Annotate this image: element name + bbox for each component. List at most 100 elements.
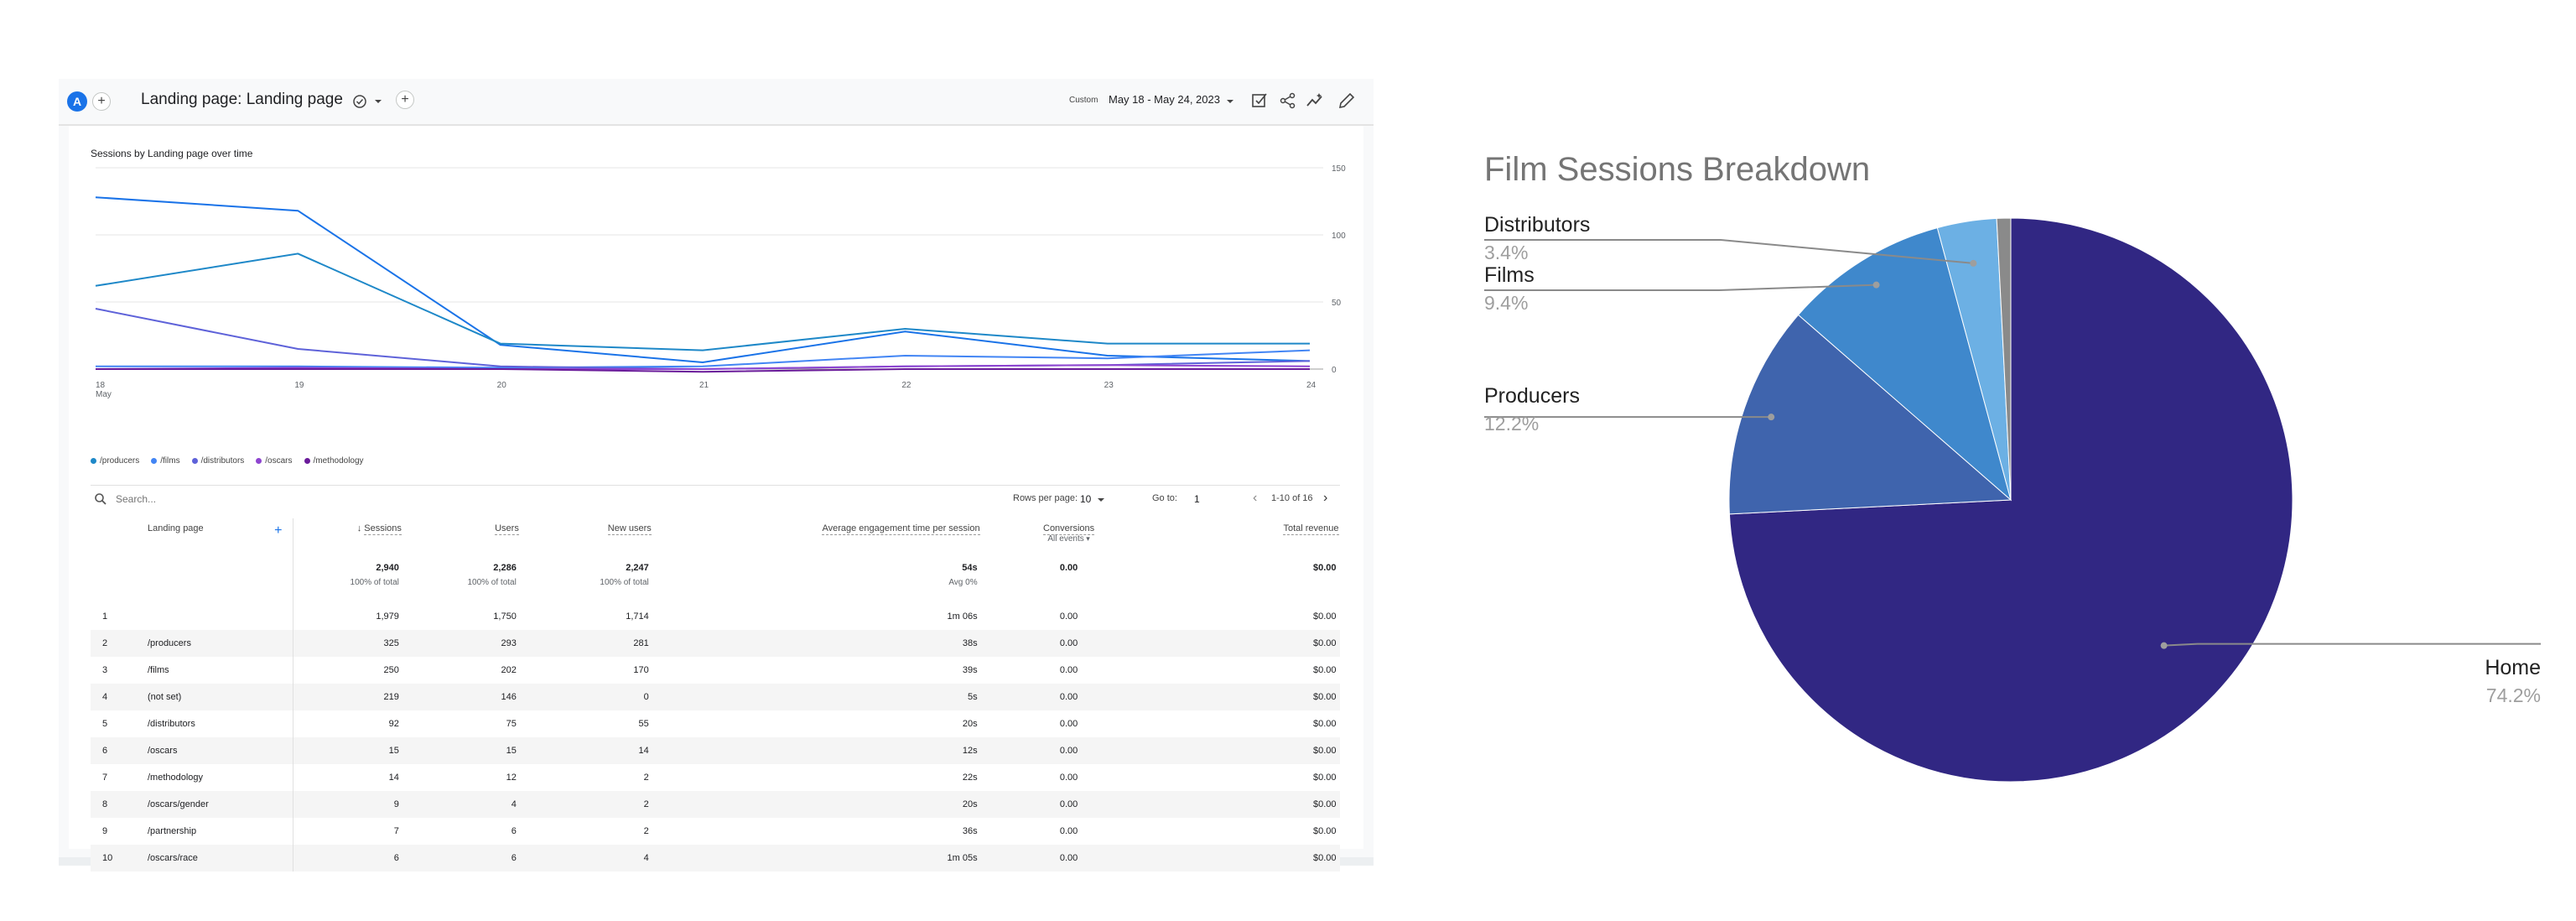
users-cell: 146: [402, 684, 520, 710]
landing-page-cell[interactable]: /producers: [137, 630, 294, 657]
legend-item[interactable]: /producers: [91, 456, 139, 466]
conversions-cell: 0.00: [1059, 665, 1078, 675]
row-number: 5: [102, 719, 108, 729]
landing-page-cell[interactable]: [137, 603, 294, 630]
table-row[interactable]: 10/oscars/race 6 6 4 1m 05s 0.00 $0.00: [91, 845, 1340, 872]
sessions-cell: 219: [293, 684, 402, 710]
pie-slice[interactable]: [1728, 314, 2012, 515]
sessions-cell: 6: [293, 845, 402, 872]
avg-engagement-header[interactable]: Average engagement time per session: [652, 518, 981, 556]
prev-page-icon[interactable]: ‹: [1253, 491, 1258, 505]
landing-page-cell[interactable]: /distributors: [137, 710, 294, 737]
table-row[interactable]: 7/methodology 14 12 2 22s 0.00 $0.00: [91, 764, 1340, 791]
table-row[interactable]: 4 (not set) 219 146 0 5s 0.00 $0.00: [91, 684, 1340, 710]
revenue-header[interactable]: Total revenue: [1157, 518, 1340, 556]
legend-item[interactable]: /oscars: [256, 456, 293, 466]
avatar[interactable]: A: [67, 91, 87, 112]
date-range-selector[interactable]: May 18 - May 24, 2023: [1109, 93, 1220, 106]
revenue-cell: $0.00: [1312, 665, 1337, 675]
x-tick-label: 18: [96, 381, 106, 390]
conversions-cell: 0.00: [980, 845, 1157, 872]
landing-page-header[interactable]: Landing page +: [137, 518, 294, 556]
series-line[interactable]: [95, 196, 1311, 364]
conversions-cell: 0.00: [980, 737, 1157, 764]
table-row[interactable]: 3/films 250 202 170 39s 0.00 $0.00: [91, 657, 1340, 684]
new-users-cell: 4: [519, 845, 652, 872]
series-line[interactable]: [95, 364, 1311, 370]
rows-per-page-select[interactable]: 10: [1080, 493, 1092, 505]
table-row[interactable]: 6/oscars 15 15 14 12s 0.00 $0.00: [91, 737, 1340, 764]
add-button[interactable]: +: [396, 91, 414, 109]
row-number: 6: [91, 737, 138, 764]
pie-label-home: Home: [2485, 656, 2541, 679]
totals-row: 2,940 100% of total 2,286 100% of total 2,…: [91, 556, 1340, 603]
pie-leader-line: [1484, 239, 1974, 264]
y-tick-label: 0: [1332, 366, 1337, 375]
chevron-down-icon[interactable]: [374, 97, 382, 106]
avg-engagement-cell: 1m 06s: [947, 611, 978, 622]
table-row[interactable]: 2/producers 325 293 281 38s 0.00 $0.00: [91, 630, 1340, 657]
users-cell: 293: [402, 630, 520, 657]
table-row[interactable]: 8/oscars/gender 9 4 2 20s 0.00 $0.00: [91, 791, 1340, 818]
users-header[interactable]: Users: [402, 518, 520, 556]
search-input[interactable]: [114, 490, 369, 508]
pie-label-producers: Producers: [1484, 384, 1580, 408]
series-line[interactable]: [96, 349, 1311, 369]
sessions-cell: 1,979: [376, 611, 399, 622]
table-header-row: Landing page + ↓ Sessions Users New user…: [91, 518, 1340, 556]
landing-page-cell[interactable]: /oscars/race: [137, 845, 294, 872]
series-line[interactable]: [95, 252, 1310, 351]
event-dropdown-icon[interactable]: ▾: [1083, 534, 1090, 543]
users-header-label: Users: [495, 523, 519, 535]
conversions-header[interactable]: Conversions All events ▾: [981, 518, 1157, 556]
pie-slice[interactable]: [1996, 217, 2012, 501]
legend-item[interactable]: /distributors: [191, 456, 245, 466]
sessions-cell: 15: [293, 737, 402, 764]
table-row[interactable]: 9/partnership 7 6 2 36s 0.00 $0.00: [91, 818, 1340, 845]
users-cell: 6: [511, 826, 517, 836]
legend-item[interactable]: /films: [151, 456, 180, 466]
series-line[interactable]: [96, 368, 1310, 373]
landing-page-cell[interactable]: /films: [137, 657, 294, 684]
landing-page-cell[interactable]: (not set): [137, 684, 294, 710]
conversions-event-filter[interactable]: All events: [1047, 534, 1084, 544]
new-users-cell: 281: [519, 630, 652, 657]
x-tick-label: 19: [294, 381, 304, 390]
avg-engagement-cell: 22s: [962, 773, 978, 783]
customize-report-icon[interactable]: [1249, 91, 1270, 111]
sessions-cell: 14: [388, 773, 399, 783]
insights-icon[interactable]: [1305, 91, 1325, 111]
legend-dot-icon: [191, 458, 198, 464]
landing-page-cell[interactable]: /partnership: [137, 818, 294, 845]
legend-item[interactable]: /methodology: [304, 456, 364, 466]
landing-page-cell[interactable]: /oscars: [137, 737, 294, 764]
check-circle-icon[interactable]: [352, 94, 367, 109]
add-dimension-icon[interactable]: +: [274, 523, 283, 538]
landing-page-cell[interactable]: /methodology: [137, 764, 294, 791]
goto-input[interactable]: 1: [1194, 493, 1200, 505]
table-row[interactable]: 1 1,979 1,750 1,714 1m 06s 0.00 $0.00: [91, 603, 1340, 630]
pie-leader-line: [2163, 643, 2541, 647]
revenue-cell: $0.00: [1156, 630, 1340, 657]
add-comparison-button[interactable]: +: [92, 92, 111, 111]
next-page-icon[interactable]: ›: [1323, 491, 1328, 505]
pie-slice[interactable]: [1797, 227, 2012, 502]
users-cell: 202: [501, 665, 517, 675]
date-dropdown-icon[interactable]: [1226, 97, 1234, 106]
total-new-users: 2,247 100% of total: [600, 563, 649, 587]
share-icon[interactable]: [1278, 91, 1298, 111]
conversions-cell: 0.00: [980, 630, 1157, 657]
legend-label: /distributors: [200, 456, 245, 466]
x-tick-label: 20: [497, 381, 507, 390]
table-row[interactable]: 5/distributors 92 75 55 20s 0.00 $0.00: [91, 710, 1340, 737]
edit-pencil-icon[interactable]: [1337, 91, 1357, 111]
data-table: Landing page + ↓ Sessions Users New user…: [91, 518, 1340, 872]
revenue-cell: $0.00: [1156, 791, 1340, 818]
rows-dropdown-icon[interactable]: [1097, 496, 1105, 504]
sessions-header[interactable]: ↓ Sessions: [293, 518, 402, 556]
new-users-header[interactable]: New users: [520, 518, 652, 556]
x-tick-label: 22: [901, 381, 911, 390]
date-preset-label: Custom: [1069, 96, 1098, 105]
legend-dot-icon: [256, 458, 262, 464]
landing-page-cell[interactable]: /oscars/gender: [137, 791, 294, 818]
